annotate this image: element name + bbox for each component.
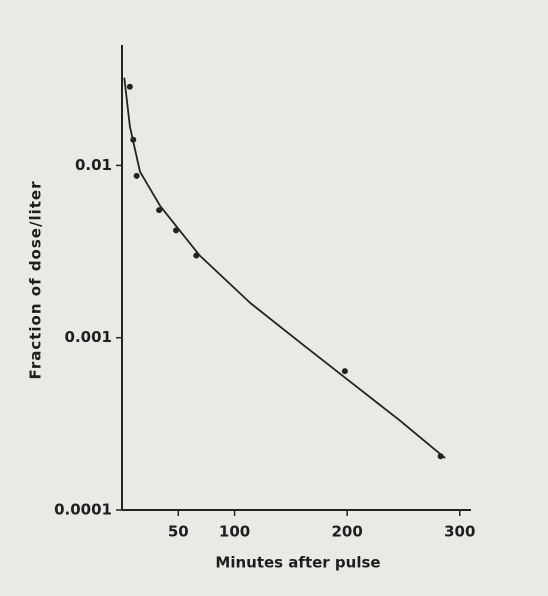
x-tick-label: 300: [444, 523, 475, 541]
y-tick-label: 0.001: [65, 328, 112, 346]
y-axis-label: Fraction of dose/liter: [27, 181, 45, 380]
fit-curve: [123, 77, 446, 459]
y-tick-label: 0.01: [75, 156, 112, 174]
data-point: [126, 83, 133, 90]
data-point: [156, 207, 163, 214]
x-tick-label: 200: [332, 523, 363, 541]
x-tick-label: 100: [219, 523, 250, 541]
x-axis-label: Minutes after pulse: [215, 554, 380, 572]
data-point: [133, 172, 140, 179]
y-tick-label: 0.0001: [54, 501, 112, 519]
x-tick-label: 50: [168, 523, 189, 541]
data-point: [341, 368, 348, 375]
